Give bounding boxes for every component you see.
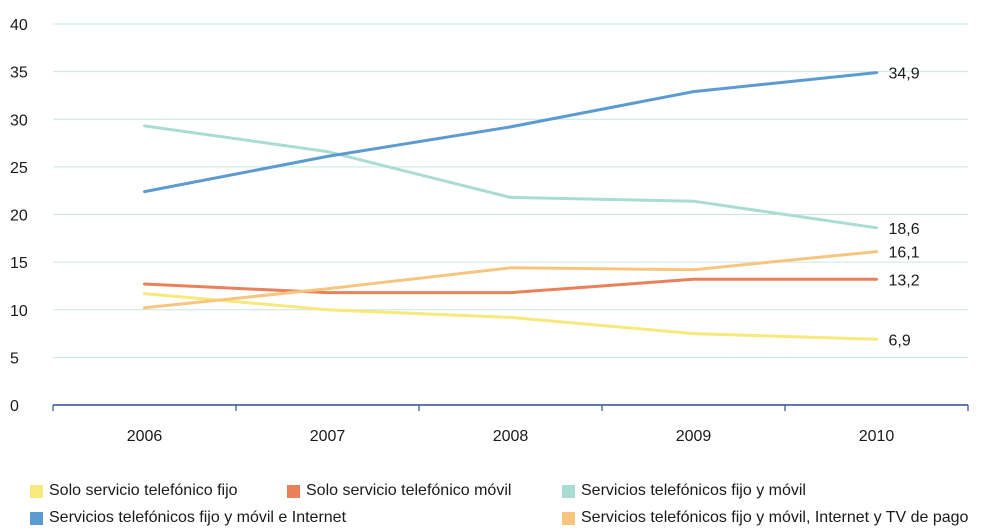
x-tick-label: 2010 — [859, 428, 895, 445]
legend-label: Servicios telefónicos fijo y móvil — [581, 482, 806, 499]
series-lines — [143, 71, 878, 341]
legend-swatch — [287, 484, 300, 498]
end-value-label: 18,6 — [889, 221, 920, 238]
x-axis: 2006 2007 2008 2009 2010 — [52, 404, 969, 445]
end-value-label: 34,9 — [889, 66, 920, 83]
gridlines — [53, 23, 968, 358]
y-tick-label: 15 — [10, 255, 28, 272]
end-value-label: 6,9 — [889, 332, 911, 349]
legend-item-tv: Servicios telefónicos fijo y móvil, Inte… — [562, 509, 968, 527]
y-tick-label: 25 — [10, 160, 28, 177]
series-line-2 — [143, 124, 878, 230]
y-axis-tick-labels: 0 5 10 15 20 25 30 35 40 — [10, 17, 28, 415]
legend-swatch — [562, 484, 575, 498]
y-tick-label: 20 — [10, 208, 28, 225]
end-value-labels: 6,9 13,2 18,6 34,9 16,1 — [889, 66, 920, 350]
end-value-label: 13,2 — [889, 272, 920, 289]
y-tick-label: 10 — [10, 303, 28, 320]
legend-item-internet: Servicios telefónicos fijo y móvil e Int… — [30, 509, 346, 527]
legend-item-fijo: Solo servicio telefónico fijo — [30, 482, 238, 500]
legend-swatch — [30, 484, 43, 498]
y-tick-label: 35 — [10, 65, 28, 82]
x-tick-label: 2008 — [493, 428, 529, 445]
end-value-label: 16,1 — [889, 245, 920, 262]
legend-label: Solo servicio telefónico fijo — [49, 482, 238, 499]
x-tick-label: 2006 — [127, 428, 163, 445]
legend-item-movil: Solo servicio telefónico móvil — [287, 482, 511, 500]
series-line-3 — [143, 71, 878, 194]
legend-label: Servicios telefónicos fijo y móvil, Inte… — [581, 509, 969, 526]
x-tick-label: 2007 — [310, 428, 346, 445]
legend-label: Solo servicio telefónico móvil — [306, 482, 512, 499]
series-line-4 — [143, 250, 878, 310]
y-tick-label: 30 — [10, 112, 28, 129]
legend-swatch — [30, 511, 43, 525]
y-tick-label: 40 — [10, 17, 28, 34]
legend-swatch — [562, 511, 575, 525]
series-line-0 — [143, 292, 878, 341]
x-tick-label: 2009 — [676, 428, 712, 445]
line-chart: 0 5 10 15 20 25 30 35 40 2006 2007 2008 2009 2010 6,… — [10, 17, 969, 445]
series-line-1 — [143, 277, 878, 295]
legend-item-fijo-movil: Servicios telefónicos fijo y móvil — [562, 482, 806, 500]
y-tick-label: 5 — [10, 350, 19, 367]
legend-label: Servicios telefónicos fijo y móvil e Int… — [49, 509, 347, 526]
y-tick-label: 0 — [10, 398, 19, 415]
